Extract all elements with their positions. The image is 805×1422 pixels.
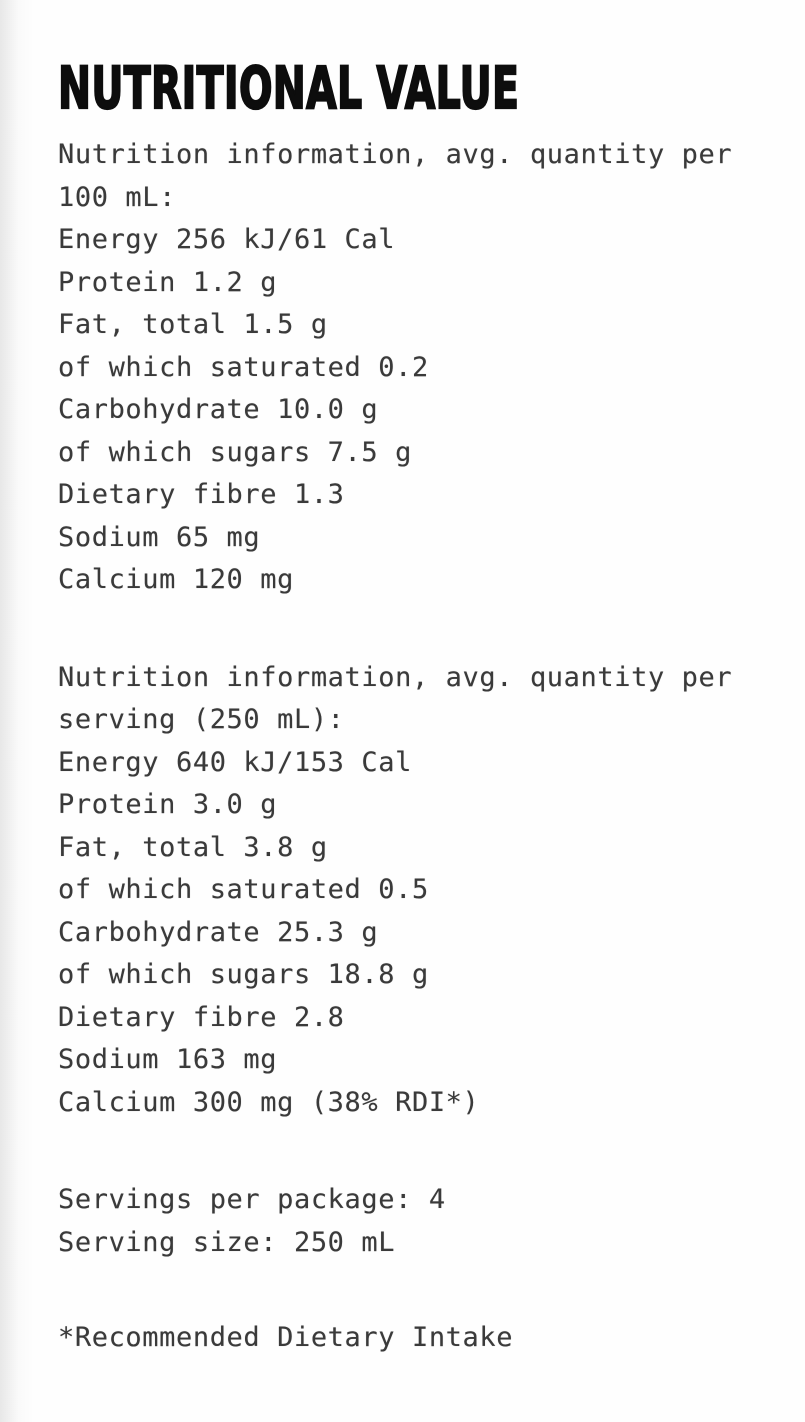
text-line: Calcium 300 mg (38% RDI*)	[58, 1086, 480, 1118]
text-line: Nutrition information, avg. quantity per	[58, 139, 733, 170]
page-title: NUTRITIONAL VALUE	[57, 54, 765, 122]
text-line: Calcium 120 mg	[58, 564, 294, 595]
text-line: Serving size: 250 mL	[58, 1226, 396, 1258]
text-line: of which sugars 18.8 g	[58, 959, 429, 990]
text-line: Sodium 65 mg	[58, 521, 261, 553]
label-content: NUTRITIONAL VALUE Nutrition information,…	[57, 54, 765, 1360]
text-line: Energy 256 kJ/61 Cal	[58, 224, 396, 255]
text-line: of which saturated 0.5	[58, 874, 429, 905]
text-line: Sodium 163 mg	[58, 1044, 278, 1075]
text-line: serving (250 mL):	[58, 704, 345, 735]
text-line: Dietary fibre 1.3	[58, 479, 345, 510]
text-line: Carbohydrate 25.3 g	[58, 916, 379, 948]
text-line: of which sugars 7.5 g	[58, 436, 412, 468]
text-line: of which saturated 0.2	[58, 351, 429, 383]
text-line: 100 mL:	[58, 181, 176, 213]
text-line: Servings per package: 4	[58, 1184, 446, 1215]
text-line: Dietary fibre 2.8	[58, 1001, 345, 1033]
text-line: Fat, total 3.8 g	[58, 831, 328, 863]
text-line: Protein 1.2 g	[58, 266, 278, 298]
footnote-line: *Recommended Dietary Intake	[58, 1322, 514, 1353]
text-line: Protein 3.0 g	[58, 789, 278, 820]
page-title-text: NUTRITIONAL VALUE	[57, 54, 520, 122]
section-serving-info: Servings per package: 4 Serving size: 25…	[58, 1179, 765, 1264]
section-per-serving: Nutrition information, avg. quantity per…	[58, 657, 765, 1125]
text-line: Energy 640 kJ/153 Cal	[58, 746, 412, 778]
section-footnote: *Recommended Dietary Intake	[58, 1317, 765, 1360]
section-per-100ml: Nutrition information, avg. quantity per…	[58, 134, 765, 602]
text-line: Fat, total 1.5 g	[58, 309, 328, 340]
text-line: Nutrition information, avg. quantity per	[58, 661, 733, 693]
text-line: Carbohydrate 10.0 g	[58, 394, 379, 425]
